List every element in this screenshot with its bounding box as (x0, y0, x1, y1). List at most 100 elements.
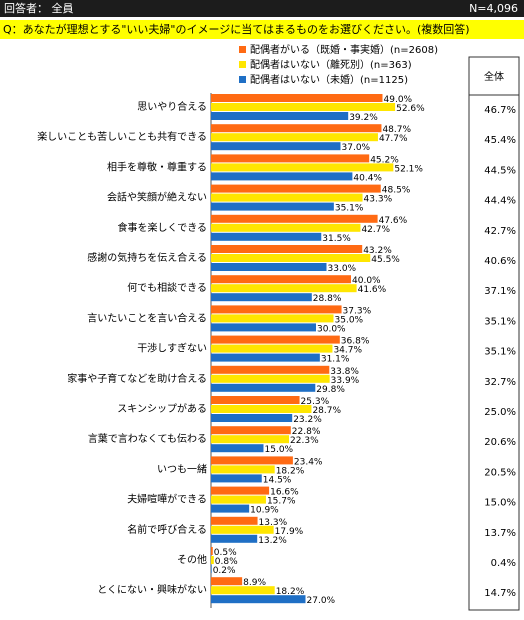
total-column-border (468, 56, 520, 611)
data-label-s2: 45.5% (371, 255, 400, 265)
data-label-s3: 0.2% (213, 566, 236, 576)
bar-s1 (211, 275, 351, 284)
bar-s1 (211, 305, 342, 314)
data-label-s2: 43.3% (364, 195, 393, 205)
data-label-s3: 27.0% (307, 596, 336, 606)
data-label-s2: 18.2% (276, 466, 305, 476)
total-value: 46.7% (484, 105, 516, 116)
data-label-s1: 37.3% (343, 306, 372, 316)
legend-swatch-2 (239, 61, 246, 68)
data-label-s3: 10.9% (250, 506, 279, 516)
bar-s1 (211, 154, 370, 163)
bar-s3 (211, 565, 212, 573)
category-label: 食事を楽しくできる (118, 221, 208, 234)
data-label-s2: 18.2% (276, 587, 305, 597)
bar-s3 (211, 323, 316, 332)
data-label-s1: 23.4% (294, 457, 323, 467)
bar-s1 (211, 365, 330, 374)
total-column: 全体 46.7% 45.4% 44.5% 44.4% 42.7% 40.6% 37.1% 35.… (468, 56, 520, 611)
bar-s3 (211, 534, 258, 543)
data-label-s2: 22.3% (290, 436, 319, 446)
category-label: いつも一緒 (157, 462, 207, 475)
bar-s2 (211, 344, 333, 353)
bar-s3 (211, 595, 306, 604)
legend-swatch-1 (239, 46, 246, 53)
bar-s2 (211, 284, 357, 293)
data-label-s1: 45.2% (370, 155, 399, 165)
category-label: 言いたいことを言い合える (87, 311, 207, 324)
data-label-s2: 0.8% (215, 557, 238, 567)
data-label-s2: 33.9% (331, 376, 360, 386)
category-labels: 思いやり合える楽しいことも苦しいことも共有できる相手を尊敬・尊重する会話や笑顔が… (37, 100, 207, 596)
bar-s3 (211, 263, 327, 271)
data-label-s2: 52.6% (396, 104, 425, 114)
category-label: スキンシップがある (117, 402, 207, 415)
legend-label-2: 配偶者はいない（離死別）(n=363) (250, 58, 412, 71)
data-label-s2: 42.7% (361, 225, 390, 235)
category-label: 会話や笑顔が絶えない (107, 191, 207, 204)
value-labels: 49.0%52.6% 39.2% 48.7%47.7% 37.0% 45.2%52.1%… (213, 95, 425, 606)
bar-s1 (211, 486, 270, 495)
category-label: 相手を尊敬・尊重する (107, 160, 207, 173)
total-value: 20.5% (484, 467, 516, 478)
data-label-s2: 52.1% (394, 164, 423, 174)
data-label-s1: 22.8% (292, 427, 321, 437)
data-label-s3: 33.0% (328, 264, 357, 274)
data-label-s2: 41.6% (358, 285, 387, 295)
total-value: 15.0% (484, 498, 516, 509)
sample-size: N=4,096 (469, 2, 518, 15)
data-label-s2: 28.7% (312, 406, 341, 416)
bar-s2 (211, 193, 363, 202)
bar-s3 (211, 293, 312, 302)
bar-s3 (211, 474, 262, 483)
bar-s3 (211, 112, 349, 120)
data-label-s3: 13.2% (258, 536, 287, 546)
bar-s2 (211, 495, 266, 504)
category-label: とくにない・興味がない (97, 583, 207, 596)
bar-s1 (211, 245, 363, 253)
data-label-s1: 48.5% (382, 186, 411, 196)
bar-s3 (211, 172, 353, 181)
data-label-s1: 43.2% (363, 246, 392, 256)
data-label-s1: 0.5% (214, 548, 237, 558)
bar-s3 (211, 232, 322, 241)
bar-s1 (211, 396, 300, 404)
data-label-s2: 15.7% (267, 497, 296, 507)
bar-s2 (211, 163, 394, 172)
legend-label-3: 配偶者はいない（未婚）(n=1125) (250, 73, 408, 86)
bar-s2 (211, 465, 275, 474)
category-label: 干渉しすぎない (137, 342, 207, 355)
bar-s2 (211, 103, 396, 111)
data-label-s3: 31.1% (321, 355, 350, 365)
bar-s2 (211, 374, 330, 383)
bar-s2 (211, 556, 214, 564)
bar-s2 (211, 586, 275, 595)
respondent-header: 回答者： 全員 N=4,096 (0, 0, 524, 17)
respondent-label: 回答者： 全員 (4, 2, 74, 15)
bar-s2 (211, 223, 361, 232)
data-label-s3: 30.0% (317, 324, 346, 334)
total-value: 13.7% (484, 528, 516, 539)
total-value: 25.0% (484, 407, 516, 418)
data-label-s2: 34.7% (333, 346, 362, 356)
bar-s1 (211, 456, 293, 465)
bar-s1 (211, 214, 378, 223)
data-label-s3: 31.5% (322, 234, 351, 244)
data-label-s3: 28.8% (313, 294, 342, 304)
category-label: 名前で呼び合える (127, 523, 207, 536)
bar-s3 (211, 383, 316, 392)
data-label-s3: 39.2% (349, 113, 378, 123)
data-label-s1: 16.6% (270, 488, 299, 498)
data-label-s1: 8.9% (243, 578, 266, 588)
category-label: その他 (177, 553, 207, 566)
total-value: 44.4% (484, 196, 516, 207)
data-label-s3: 35.1% (335, 204, 364, 214)
data-label-s1: 33.8% (330, 367, 359, 377)
bar-s1 (211, 184, 381, 193)
data-label-s3: 40.4% (353, 173, 382, 183)
bar-s2 (211, 525, 274, 534)
legend-swatch-3 (239, 76, 246, 83)
bar-s3 (211, 202, 334, 211)
bar-s3 (211, 504, 250, 513)
